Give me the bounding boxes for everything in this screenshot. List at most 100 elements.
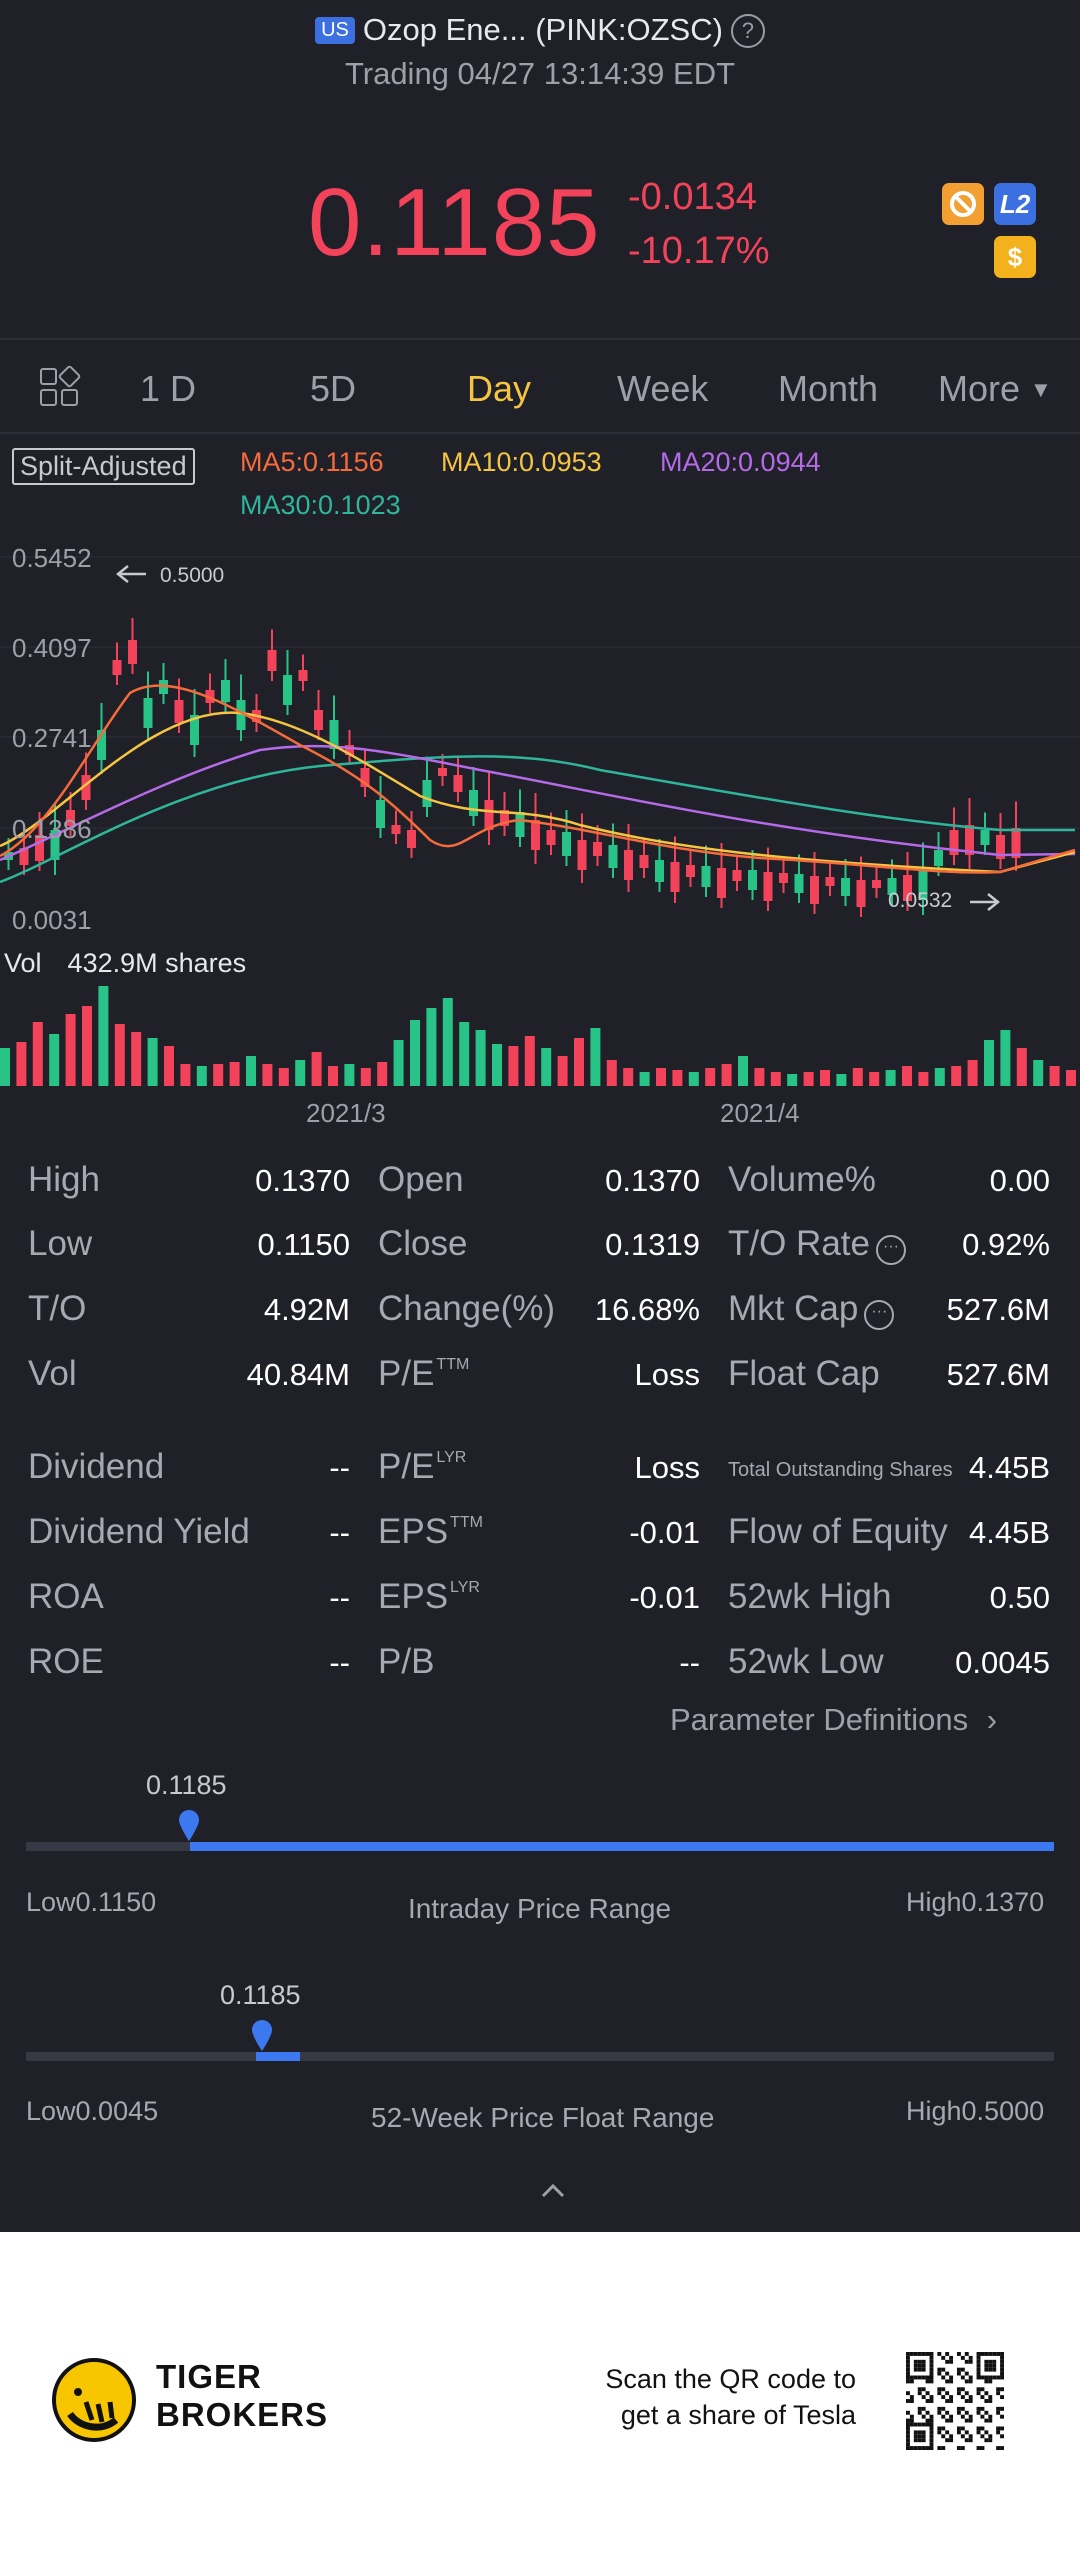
- candle: [980, 830, 990, 845]
- split-adjusted-toggle[interactable]: Split-Adjusted: [12, 448, 195, 485]
- stat-label-sup: LYR: [436, 1449, 467, 1466]
- qr-module: [929, 2426, 934, 2431]
- candle: [174, 700, 184, 723]
- tab-5d[interactable]: 5D: [310, 368, 357, 409]
- stat-label: 52wk Low: [728, 1642, 884, 1682]
- no-entry-icon[interactable]: [942, 183, 984, 225]
- volume-bar: [213, 1064, 224, 1086]
- tab-more[interactable]: More ▼: [938, 368, 1052, 410]
- qr-module: [984, 2418, 989, 2423]
- grid-icon[interactable]: [40, 364, 82, 408]
- qr-module: [917, 2363, 922, 2368]
- qr-module: [976, 2446, 981, 2450]
- candle: [484, 800, 494, 830]
- stock-title[interactable]: US Ozop Ene... (PINK:OZSC)?: [0, 12, 1080, 48]
- qr-module: [929, 2430, 934, 2435]
- min-arrow-head: [987, 893, 1001, 911]
- parameter-definitions-link[interactable]: Parameter Definitions ›: [670, 1702, 997, 1738]
- qr-module: [968, 2395, 973, 2400]
- candle: [856, 880, 866, 907]
- y-tick-5: 0.0031: [12, 905, 92, 935]
- stat-label: ROE: [28, 1642, 104, 1682]
- volume-bar: [246, 1056, 256, 1086]
- qr-module: [929, 2418, 934, 2423]
- candle: [438, 768, 447, 776]
- collapse-caret-icon[interactable]: [538, 2176, 568, 2206]
- max-arrow-head: [115, 565, 129, 583]
- qr-module: [968, 2375, 973, 2380]
- volume-bar: [852, 1068, 863, 1086]
- dollar-icon[interactable]: $: [994, 236, 1036, 278]
- stat-label: Volume%: [728, 1160, 876, 1200]
- stat-value: --: [329, 1645, 350, 1680]
- stat-value: 0.1319: [605, 1227, 700, 1262]
- qr-module: [960, 2406, 965, 2411]
- candle: [996, 835, 1005, 859]
- qr-module: [968, 2379, 973, 2384]
- candlestick-chart[interactable]: 0.5000 0.0532: [0, 530, 1080, 950]
- qr-module: [909, 2379, 914, 2384]
- qr-module: [929, 2395, 934, 2400]
- question-icon[interactable]: ?: [730, 14, 765, 48]
- candle: [81, 775, 91, 800]
- stat-label-sup: LYR: [450, 1579, 480, 1596]
- qr-module: [906, 2363, 910, 2368]
- qr-module: [921, 2430, 926, 2435]
- qr-module: [906, 2375, 910, 2380]
- chevron-right-icon: ›: [986, 1702, 998, 1737]
- qr-module: [1000, 2363, 1004, 2368]
- candle: [825, 877, 835, 886]
- stat-value: 4.92M: [263, 1292, 350, 1327]
- qr-module: [988, 2414, 993, 2419]
- qr-module: [929, 2359, 934, 2364]
- qr-module: [906, 2371, 910, 2376]
- volume-bar: [295, 1060, 306, 1086]
- l2-icon[interactable]: L2: [994, 183, 1036, 225]
- qr-module: [968, 2418, 973, 2423]
- stat-label: High: [28, 1160, 100, 1200]
- volume-bar: [820, 1070, 830, 1086]
- qr-module: [906, 2410, 910, 2415]
- ma20-label: MA20:0.0944: [660, 447, 821, 477]
- market-badge: US: [315, 17, 355, 44]
- info-dots-icon[interactable]: ···: [875, 1235, 906, 1265]
- tab-month[interactable]: Month: [778, 368, 879, 409]
- stat-label-text: ROA: [28, 1577, 104, 1616]
- qr-module: [984, 2375, 989, 2380]
- tab-1d[interactable]: 1 D: [140, 368, 197, 409]
- volume-bar: [0, 1048, 10, 1086]
- candle: [872, 880, 881, 888]
- qr-module: [956, 2426, 961, 2431]
- volume-chart[interactable]: [0, 978, 1080, 1090]
- qr-module: [1000, 2406, 1004, 2411]
- volume-bar: [574, 1038, 584, 1086]
- qr-module: [1000, 2371, 1004, 2376]
- volume-bar: [410, 1020, 420, 1086]
- intraday-range-fill: [190, 1842, 1054, 1851]
- qr-module: [921, 2359, 926, 2364]
- qr-module: [984, 2379, 989, 2384]
- max-price-note: 0.5000: [160, 564, 224, 587]
- volume-bar: [721, 1064, 732, 1086]
- qr-module: [996, 2430, 1001, 2435]
- qr-module: [960, 2375, 965, 2380]
- candle: [934, 850, 943, 866]
- tab-day[interactable]: Day: [467, 368, 532, 409]
- candle: [314, 710, 323, 730]
- qr-module: [964, 2399, 969, 2403]
- qr-module: [1000, 2395, 1004, 2400]
- qr-code-icon[interactable]: [906, 2352, 1004, 2450]
- volume-bar: [803, 1072, 814, 1086]
- qr-module: [968, 2438, 973, 2443]
- tab-week[interactable]: Week: [617, 368, 709, 409]
- qr-module: [976, 2371, 981, 2376]
- qr-module: [964, 2438, 969, 2443]
- week52-pin-icon: [252, 2020, 272, 2051]
- candle: [50, 830, 60, 860]
- y-tick-1: 0.5452: [12, 543, 92, 573]
- info-dots-icon[interactable]: ···: [864, 1300, 895, 1330]
- stat-label-text: EPS: [378, 1577, 449, 1616]
- qr-module: [941, 2355, 946, 2360]
- stat-label-text: ROE: [28, 1642, 104, 1681]
- qr-module: [945, 2438, 950, 2443]
